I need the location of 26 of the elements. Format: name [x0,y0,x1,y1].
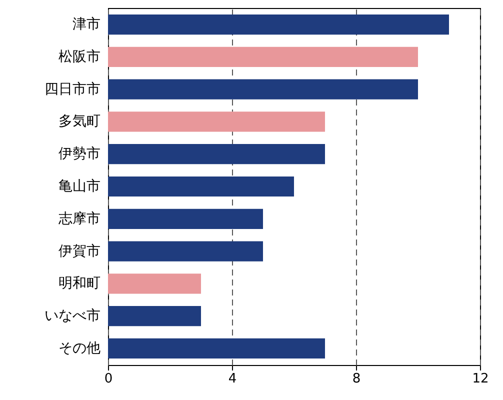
bar [108,306,201,326]
y-tick-label: 亀山市 [58,178,100,194]
y-tick-label: 松阪市 [58,48,100,65]
bar [108,46,418,67]
bar [108,241,263,262]
y-tick-label: 志摩市 [58,210,100,227]
y-tick-label: 多気町 [58,114,100,130]
bar [108,14,449,35]
y-tick-label: 四日市市 [44,81,100,98]
x-tick-label: 0 [104,372,113,386]
y-tick-label: 伊賀市 [58,243,100,260]
y-tick-label: 明和町 [58,276,100,292]
x-tick-label: 4 [228,372,237,386]
bar [108,144,325,164]
bar [108,338,325,359]
bar [108,112,325,132]
y-tick-label: いなべ市 [44,308,100,324]
x-tick-label: 12 [472,372,489,386]
bar [108,208,263,229]
y-tick-label: 津市 [72,16,100,33]
x-tick-label: 8 [352,372,361,386]
y-tick-label: その他 [58,340,100,356]
bar [108,176,294,197]
bar [108,79,418,100]
y-tick-label: 伊勢市 [58,146,100,162]
bar [108,274,201,294]
